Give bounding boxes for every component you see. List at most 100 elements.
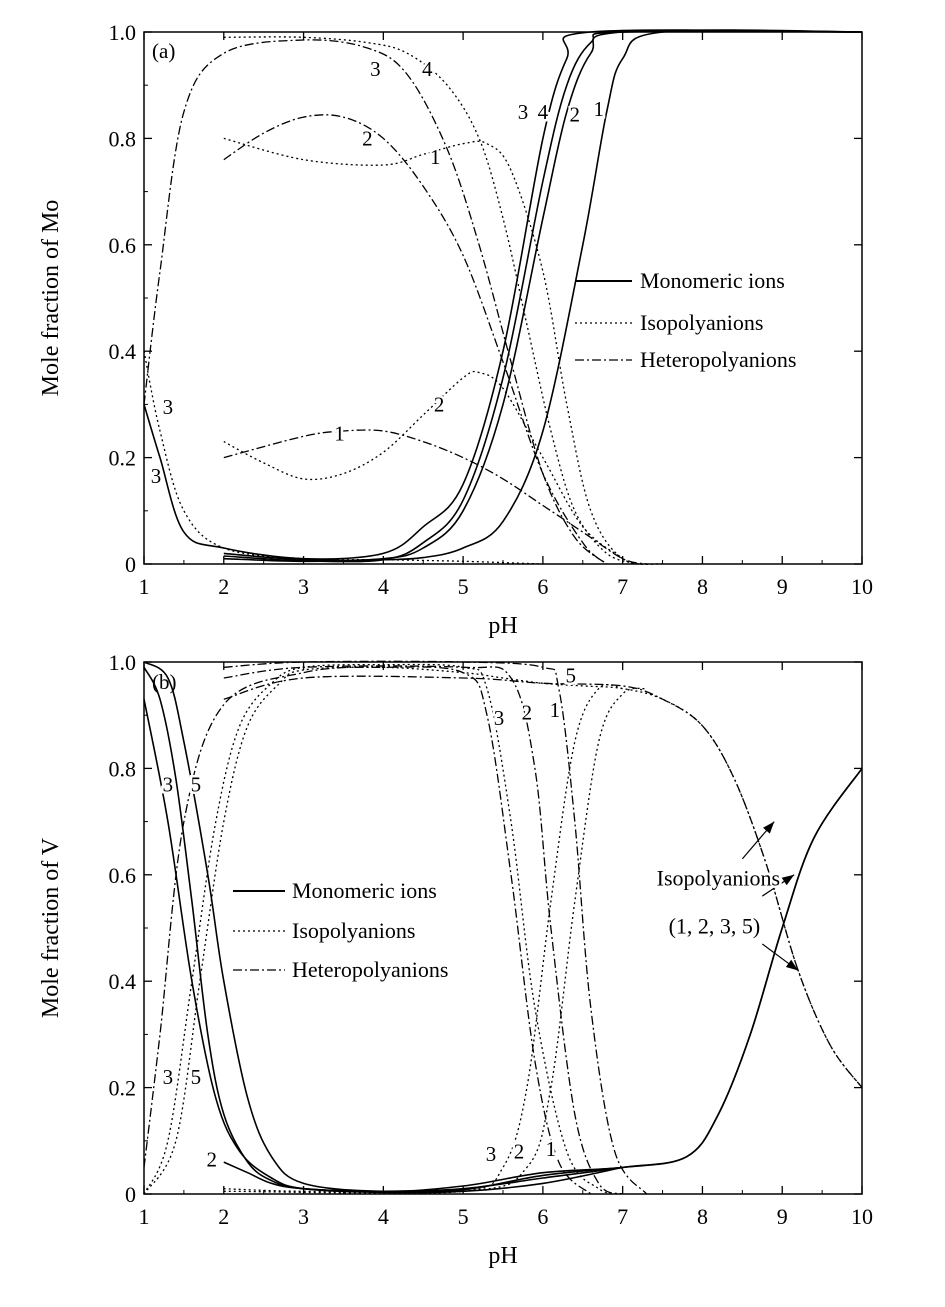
annotation-arrow-head: [785, 959, 799, 971]
x-tick-label: 2: [218, 1204, 229, 1229]
series-dashdot-5: [223, 675, 863, 1088]
y-tick-label: 0.2: [109, 446, 137, 471]
series-solid-5: [143, 661, 863, 1193]
curve-label: 3: [163, 772, 174, 796]
series-dotted-3: [143, 663, 623, 1195]
series-dotted-2: [223, 684, 623, 1194]
y-tick-label: 0.6: [109, 233, 137, 258]
series-dashdot-2: [223, 665, 623, 1195]
curve-label: 5: [191, 1065, 202, 1089]
series-solid-1: [143, 699, 623, 1194]
curve-label: 3: [494, 706, 505, 730]
curves-a: [143, 29, 863, 565]
curve-label: 1: [430, 145, 441, 169]
y-tick-label: 0: [125, 552, 136, 577]
curve-label: 4: [422, 57, 433, 81]
y-ticks-b: 0 0.2 0.4 0.6 0.8 1.0: [109, 650, 862, 1207]
legend-label-iso-a: Isopolyanions: [640, 310, 763, 335]
curve-label: 1: [550, 698, 561, 722]
curve-label: 5: [566, 663, 577, 687]
series-solid-2: [223, 29, 863, 562]
curve-label: 4: [538, 100, 549, 124]
series-solid-2: [223, 1161, 623, 1193]
curve-label: 3: [486, 1142, 497, 1166]
x-tick-label: 7: [617, 1204, 628, 1229]
series-dotted-5: [143, 666, 863, 1195]
legend-label-hetero-a: Heteropolyanions: [640, 347, 796, 372]
y-tick-label: 0.8: [109, 756, 137, 781]
x-tick-label: 3: [298, 574, 309, 599]
x-ticks-b: 1 2 3 4 5 6 7 8 9 10: [139, 662, 873, 1229]
curve-label: 3: [163, 395, 174, 419]
curve-labels-b: 3 53 523 2 153 2 1: [160, 661, 578, 1174]
x-tick-label: 8: [697, 1204, 708, 1229]
panel-a: (a) pH Mole fraction of Mo 1 2 3 4 5 6 7 8 9 10 0…: [38, 20, 873, 639]
series-dotted-2: [223, 370, 624, 560]
legend-a: Monomeric ions Isopolyanions Heteropolya…: [575, 268, 796, 372]
series-dashdot-1: [223, 429, 647, 565]
x-tick-label: 6: [537, 574, 548, 599]
series-dashdot-3: [143, 39, 608, 565]
panel-label-a: (a): [152, 39, 175, 63]
curves-b: [143, 660, 863, 1195]
legend-label-iso-b: Isopolyanions: [292, 918, 415, 943]
x-tick-label: 10: [851, 574, 873, 599]
x-tick-label: 5: [458, 1204, 469, 1229]
x-tick-label: 1: [139, 574, 150, 599]
curve-label: 2: [207, 1147, 218, 1171]
curve-label: 2: [362, 126, 373, 150]
curve-label: 2: [570, 102, 581, 126]
x-tick-label: 3: [298, 1204, 309, 1229]
x-axis-title-a: pH: [488, 613, 517, 639]
x-ticks-a: 1 2 3 4 5 6 7 8 9 10: [139, 32, 873, 599]
arrows-b: [741, 821, 799, 972]
legend-label-hetero-b: Heteropolyanions: [292, 957, 448, 982]
curve-label: 3: [370, 57, 381, 81]
x-tick-label: 10: [851, 1204, 873, 1229]
series-dotted-3: [143, 351, 543, 565]
curve-label: 1: [334, 422, 345, 446]
legend-label-monomeric-a: Monomeric ions: [640, 268, 785, 293]
x-tick-label: 6: [537, 1204, 548, 1229]
curve-label: 3: [518, 100, 529, 124]
curve-label: 3: [163, 1065, 174, 1089]
series-dashdot-2: [223, 114, 608, 565]
y-tick-label: 0.4: [109, 339, 137, 364]
y-tick-label: 0.6: [109, 863, 137, 888]
x-tick-label: 1: [139, 1204, 150, 1229]
annotation-text: Isopolyanions: [657, 865, 780, 890]
annotation-arrow-head: [763, 821, 775, 834]
series-dashdot-1: [223, 660, 648, 1195]
x-tick-label: 8: [697, 574, 708, 599]
series-dashdot-3: [143, 666, 592, 1195]
y-tick-label: 0.8: [109, 126, 137, 151]
x-tick-label: 9: [777, 574, 788, 599]
plot-frame-a: [143, 31, 863, 565]
curve-label: 2: [522, 701, 533, 725]
curve-label: 1: [546, 1137, 557, 1161]
y-tick-label: 0.4: [109, 969, 137, 994]
y-axis-title-b: Mole fraction of V: [38, 837, 64, 1018]
series-dotted-1: [223, 137, 663, 565]
x-axis-title-b: pH: [488, 1243, 517, 1269]
x-tick-label: 7: [617, 574, 628, 599]
y-axis-title-a: Mole fraction of Mo: [38, 200, 64, 397]
curve-label: 3: [151, 464, 162, 488]
annotation-arrow-head: [781, 874, 795, 886]
x-tick-label: 2: [218, 574, 229, 599]
annotation-text: (1, 2, 3, 5): [669, 913, 761, 938]
y-tick-label: 0.2: [109, 1076, 137, 1101]
y-tick-label: 1.0: [109, 650, 137, 675]
curve-label: 2: [434, 392, 445, 416]
series-solid-3: [143, 29, 863, 560]
series-solid-4: [223, 30, 863, 563]
annotations-b: Isopolyanions (1, 2, 3, 5): [654, 863, 782, 941]
y-tick-label: 0: [125, 1182, 136, 1207]
y-ticks-a: 0 0.2 0.4 0.6 0.8 1.0: [109, 20, 862, 577]
x-tick-label: 5: [458, 574, 469, 599]
series-dotted-1: [223, 687, 647, 1194]
x-tick-label: 4: [378, 574, 389, 599]
panel-b: (b) pH Mole fraction of V 1 2 3 4 5 6 7 8 9 10 00…: [38, 650, 873, 1269]
